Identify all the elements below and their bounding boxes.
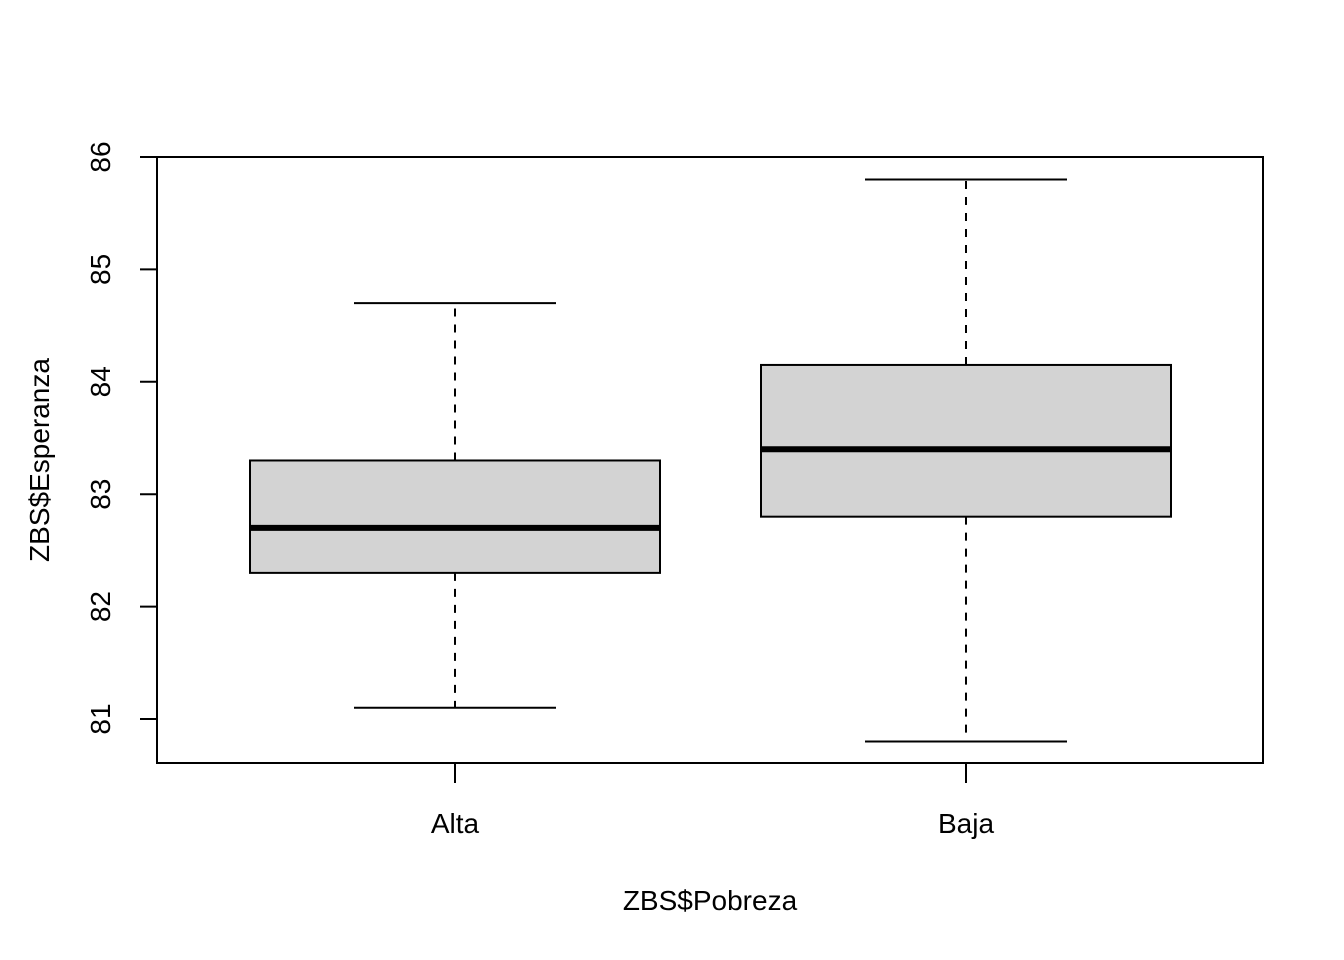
y-tick-label-86: 86 [85, 141, 116, 172]
plot-frame [156, 156, 1264, 764]
y-tick-label-85: 85 [85, 254, 116, 285]
iqr-box-alta [249, 459, 661, 574]
x-axis: Alta Baja [431, 763, 994, 839]
x-axis-label: ZBS$Pobreza [623, 885, 798, 916]
y-axis-label: ZBS$Esperanza [24, 358, 55, 562]
y-tick-label-84: 84 [85, 366, 116, 397]
box-series [249, 178, 1172, 743]
y-axis: 81 82 83 84 85 86 [85, 141, 157, 735]
y-tick-label-83: 83 [85, 479, 116, 510]
box-baja [760, 178, 1172, 743]
iqr-box-baja [760, 363, 1172, 518]
box-alta [249, 302, 661, 709]
y-tick-label-81: 81 [85, 703, 116, 734]
x-tick-label-baja: Baja [938, 808, 994, 839]
x-tick-label-alta: Alta [431, 808, 480, 839]
y-tick-label-82: 82 [85, 591, 116, 622]
